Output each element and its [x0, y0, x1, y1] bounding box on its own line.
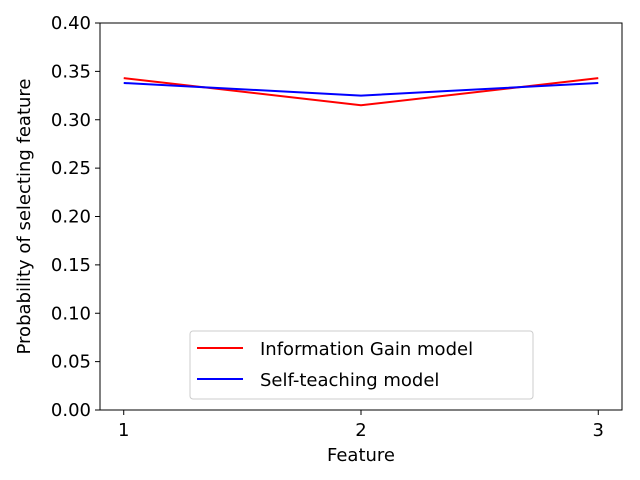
x-tick-label: 3 [593, 420, 604, 441]
y-tick-label: 0.20 [51, 207, 91, 228]
y-tick-label: 0.15 [51, 255, 91, 276]
x-axis-ticks: 1 2 3 [118, 410, 604, 441]
y-axis-label: Probability of selecting feature [14, 79, 35, 355]
y-tick-label: 0.35 [51, 61, 91, 82]
y-tick-label: 0.05 [51, 352, 91, 373]
y-tick-label: 0.00 [51, 400, 91, 421]
legend-label-self-teaching: Self-teaching model [260, 370, 439, 391]
y-tick-label: 0.40 [51, 13, 91, 34]
legend: Information Gain model Self-teaching mod… [189, 330, 534, 400]
series-line-0 [123, 77, 599, 107]
y-tick-label: 0.25 [51, 158, 91, 179]
plot-frame [99, 22, 623, 411]
y-tick-label: 0.30 [51, 110, 91, 131]
legend-box [189, 330, 534, 400]
series-layer [123, 77, 599, 107]
x-tick-label: 2 [355, 420, 366, 441]
series-line-1 [123, 81, 599, 97]
x-tick-label: 1 [118, 420, 129, 441]
y-axis-ticks: 0.00 0.05 0.10 0.15 0.20 0.25 0.30 0.35 0.40 [51, 13, 100, 421]
y-tick-label: 0.10 [51, 303, 91, 324]
x-axis-label: Feature [327, 445, 395, 466]
legend-label-information-gain: Information Gain model [260, 339, 473, 360]
